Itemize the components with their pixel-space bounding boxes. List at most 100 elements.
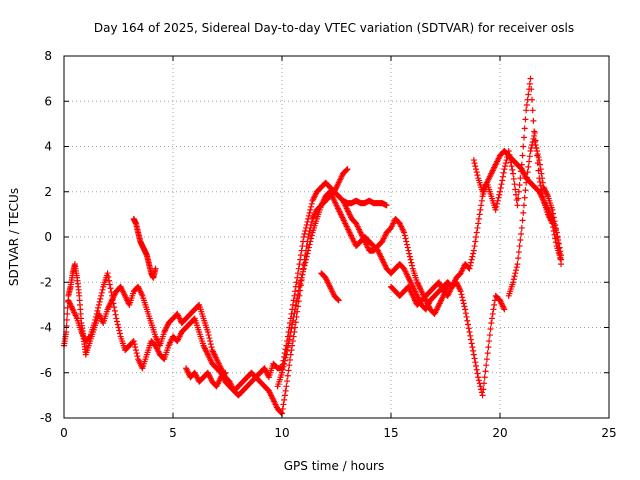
- data-point: [470, 351, 477, 358]
- data-point: [489, 310, 496, 317]
- data-point: [480, 386, 487, 393]
- data-point: [511, 181, 518, 188]
- data-point: [205, 332, 212, 339]
- data-point: [283, 383, 290, 390]
- data-point: [95, 301, 102, 308]
- data-point: [292, 324, 299, 331]
- data-point: [477, 383, 484, 390]
- data-point: [115, 324, 122, 331]
- data-point: [465, 321, 472, 328]
- data-point: [401, 232, 408, 239]
- data-point: [467, 259, 474, 266]
- data-point: [108, 289, 115, 296]
- data-point: [525, 91, 532, 98]
- data-point: [475, 215, 482, 222]
- x-tick-label: 20: [492, 426, 507, 440]
- data-point: [343, 166, 350, 173]
- y-axis-label: SDTVAR / TECUs: [7, 188, 21, 286]
- data-point: [468, 256, 475, 263]
- data-point: [486, 338, 493, 345]
- data-point: [494, 200, 501, 207]
- data-point: [515, 255, 522, 262]
- data-point: [305, 244, 312, 251]
- data-point: [303, 253, 310, 260]
- data-point: [302, 259, 309, 266]
- data-point: [523, 102, 530, 109]
- data-point: [297, 277, 304, 284]
- data-point: [482, 368, 489, 375]
- data-point: [403, 238, 410, 245]
- y-tick-label: -2: [40, 275, 52, 289]
- data-point: [290, 333, 297, 340]
- data-point: [286, 356, 293, 363]
- data-point: [518, 161, 525, 168]
- x-tick-label: 10: [274, 426, 289, 440]
- data-point: [472, 238, 479, 245]
- data-point: [507, 159, 514, 166]
- data-point: [537, 182, 544, 189]
- data-point: [552, 239, 559, 246]
- data-point: [473, 169, 480, 176]
- data-point: [512, 186, 519, 193]
- data-point: [94, 307, 101, 314]
- data-point: [282, 354, 289, 361]
- y-tick-label: -8: [40, 411, 52, 425]
- data-point: [297, 280, 304, 287]
- data-point: [306, 241, 313, 248]
- data-point: [473, 166, 480, 173]
- data-point: [536, 175, 543, 182]
- data-point: [206, 335, 213, 342]
- data-point: [302, 256, 309, 263]
- data-point: [481, 380, 488, 387]
- data-point: [463, 313, 470, 320]
- data-point: [488, 319, 495, 326]
- data-point: [335, 297, 342, 304]
- data-point: [530, 117, 537, 124]
- data-point: [406, 250, 413, 257]
- data-point: [526, 80, 533, 87]
- data-point: [408, 259, 415, 266]
- data-point: [305, 212, 312, 219]
- data-point: [284, 344, 291, 351]
- data-point: [465, 325, 472, 332]
- data-point: [494, 197, 501, 204]
- series-trace-7: [130, 215, 159, 281]
- data-point: [383, 202, 390, 209]
- data-point: [472, 359, 479, 366]
- data-point: [281, 357, 288, 364]
- data-point: [531, 129, 538, 136]
- data-point: [466, 265, 473, 272]
- data-point: [92, 313, 99, 320]
- data-point: [293, 298, 300, 305]
- data-point: [508, 163, 515, 170]
- data-point: [529, 107, 536, 114]
- data-point: [288, 325, 295, 332]
- data-point: [298, 274, 305, 281]
- data-point: [306, 209, 313, 216]
- x-axis-label: GPS time / hours: [284, 459, 385, 473]
- y-tick-label: -6: [40, 366, 52, 380]
- data-point: [521, 194, 528, 201]
- data-point: [473, 234, 480, 240]
- data-point: [152, 265, 159, 272]
- data-point: [299, 271, 306, 278]
- data-point: [106, 277, 113, 284]
- data-point: [287, 329, 294, 336]
- data-point: [405, 247, 412, 254]
- data-point: [279, 405, 286, 412]
- data-point: [461, 303, 468, 310]
- data-point: [472, 163, 479, 170]
- data-point: [519, 152, 526, 159]
- data-point: [111, 304, 118, 311]
- data-point: [104, 270, 111, 277]
- data-point: [515, 188, 522, 195]
- data-point: [305, 247, 312, 254]
- data-point: [526, 158, 533, 165]
- data-point: [307, 238, 314, 245]
- data-point: [532, 137, 539, 144]
- data-point: [292, 302, 299, 309]
- data-point: [289, 321, 296, 328]
- data-point: [106, 281, 113, 288]
- data-point: [473, 362, 480, 369]
- data-point: [518, 168, 525, 175]
